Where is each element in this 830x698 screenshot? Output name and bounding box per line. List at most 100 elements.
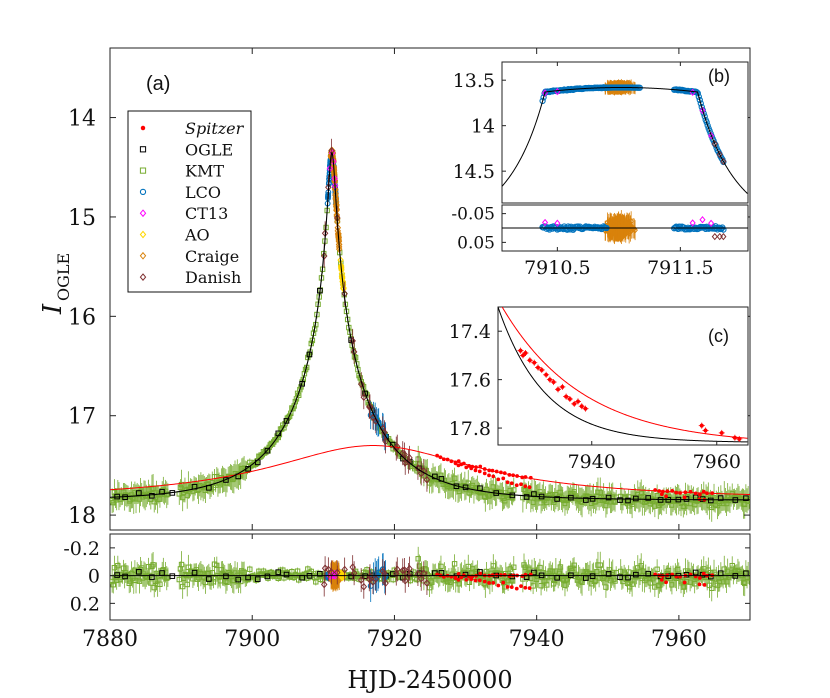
- ogle-point: [743, 495, 749, 501]
- inset-c-spitzer-point: [518, 348, 523, 353]
- danish-residual: [325, 565, 332, 574]
- inset-b-danish-residual: [711, 232, 718, 241]
- spitzer-residual: [494, 573, 499, 577]
- residual-data-layer: [110, 546, 750, 603]
- spitzer-residual: [505, 585, 510, 589]
- spitzer-point: [697, 492, 702, 497]
- danish-residual: [382, 579, 389, 588]
- spitzer-residual: [478, 571, 483, 576]
- legend-marker-ogle: [139, 146, 147, 153]
- kmt-point: [149, 486, 155, 492]
- y-tick-label: 18: [68, 504, 96, 529]
- kmt-residual: [511, 564, 517, 570]
- kmt-residual: [289, 568, 295, 575]
- kmt-point: [286, 413, 293, 419]
- ogle-residual: [283, 571, 290, 578]
- y-tick-label: 14: [68, 107, 96, 132]
- inset-b-y-tick-label: 13.5: [453, 70, 495, 92]
- kmt-point: [297, 386, 303, 393]
- inset-b-res-tick-label: 0.05: [457, 233, 495, 253]
- legend-box: [127, 110, 252, 293]
- inset-c-spitzer-point: [544, 372, 549, 377]
- spitzer-residual: [520, 574, 525, 579]
- inset-b-lco-point: [696, 96, 703, 104]
- y-tick-label: 16: [68, 305, 96, 330]
- kmt-residual: [143, 574, 149, 580]
- x-tick-label: 7920: [366, 627, 422, 652]
- kmt-residual: [224, 579, 230, 585]
- inset-b-lco-residual: [720, 226, 727, 233]
- x-tick-label: 7900: [224, 627, 280, 652]
- spitzer-residual: [487, 580, 491, 585]
- kmt-residual: [466, 579, 473, 585]
- spitzer-point: [473, 468, 478, 473]
- inset-c-x-tick-label: 7940: [568, 451, 616, 473]
- spitzer-point: [482, 471, 487, 476]
- spitzer-residual: [527, 586, 532, 591]
- inset-c-spitzer-point: [556, 387, 560, 392]
- kmt-residual: [149, 563, 155, 570]
- spitzer-point: [664, 494, 668, 499]
- inset-b-danish-point: [711, 140, 718, 148]
- kmt-point: [292, 398, 299, 405]
- spitzer-residual: [697, 576, 702, 580]
- kmt-residual: [603, 584, 609, 590]
- spitzer-point: [693, 491, 698, 496]
- inset-b-ct13-point: [699, 106, 706, 115]
- legend-marker-ct13: [139, 209, 147, 218]
- ogle-point: [605, 494, 612, 501]
- legend-marker-craige: [139, 251, 147, 260]
- inset-b-craige-residual: [617, 224, 623, 232]
- danish-residual: [401, 576, 409, 585]
- legend-marker-ao: [139, 230, 147, 239]
- spitzer-residual: [702, 582, 707, 587]
- kmt-residual: [115, 562, 121, 569]
- ogle-point: [717, 495, 724, 501]
- danish-residual: [417, 574, 425, 583]
- inset-b-res-tick-label: -0.05: [451, 205, 495, 225]
- kmt-residual: [429, 579, 435, 585]
- y-tick-label: 17: [68, 405, 96, 430]
- spitzer-residual: [469, 577, 474, 582]
- inset-c-spitzer-point: [560, 384, 565, 389]
- ogle-residual: [254, 576, 261, 582]
- danish-point: [401, 458, 409, 467]
- x-tick-label: 7960: [651, 627, 707, 652]
- kmt-residual: [438, 563, 444, 570]
- ogle-residual: [235, 576, 242, 583]
- legend-marker-danish: [139, 273, 147, 281]
- ogle-point: [633, 495, 639, 502]
- legend-label-danish: Danish: [185, 268, 241, 287]
- inset-b-y-tick-label: 14: [471, 116, 495, 138]
- kmt-residual: [628, 578, 634, 584]
- ogle-residual: [531, 569, 537, 576]
- inset-b-ct13-residual: [689, 219, 696, 227]
- inset-b-lco-point: [700, 110, 707, 117]
- spitzer-residual: [496, 583, 501, 588]
- kmt-residual: [202, 579, 209, 586]
- kmt-residual: [150, 562, 156, 568]
- spitzer-point: [509, 481, 514, 486]
- x-axis-label: HJD-2450000: [347, 666, 512, 694]
- inset-b-danish-point: [720, 157, 727, 166]
- panel-label-b: (b): [708, 66, 730, 86]
- ogle-point: [149, 493, 155, 499]
- legend-label-craige: Craige: [185, 247, 239, 266]
- inset-b-craige-residual: [622, 224, 629, 232]
- spitzer-residual: [491, 580, 496, 585]
- spitzer-residual: [482, 579, 487, 584]
- spitzer-point: [519, 482, 523, 487]
- spitzer-residual: [664, 580, 668, 585]
- spitzer-residual: [514, 586, 519, 591]
- y-tick-label: 15: [68, 206, 96, 231]
- kmt-point: [451, 475, 458, 481]
- inset-c-y-tick-label: 17.8: [449, 418, 491, 440]
- spitzer-residual: [502, 573, 507, 577]
- kmt-residual: [247, 566, 253, 572]
- spitzer-point: [514, 483, 519, 488]
- spitzer-residual: [456, 571, 461, 576]
- danish-residual: [320, 580, 328, 589]
- spitzer-point: [523, 484, 528, 489]
- inset-c: 17.4 17.6 17.8 7940 7960 (c): [449, 306, 749, 473]
